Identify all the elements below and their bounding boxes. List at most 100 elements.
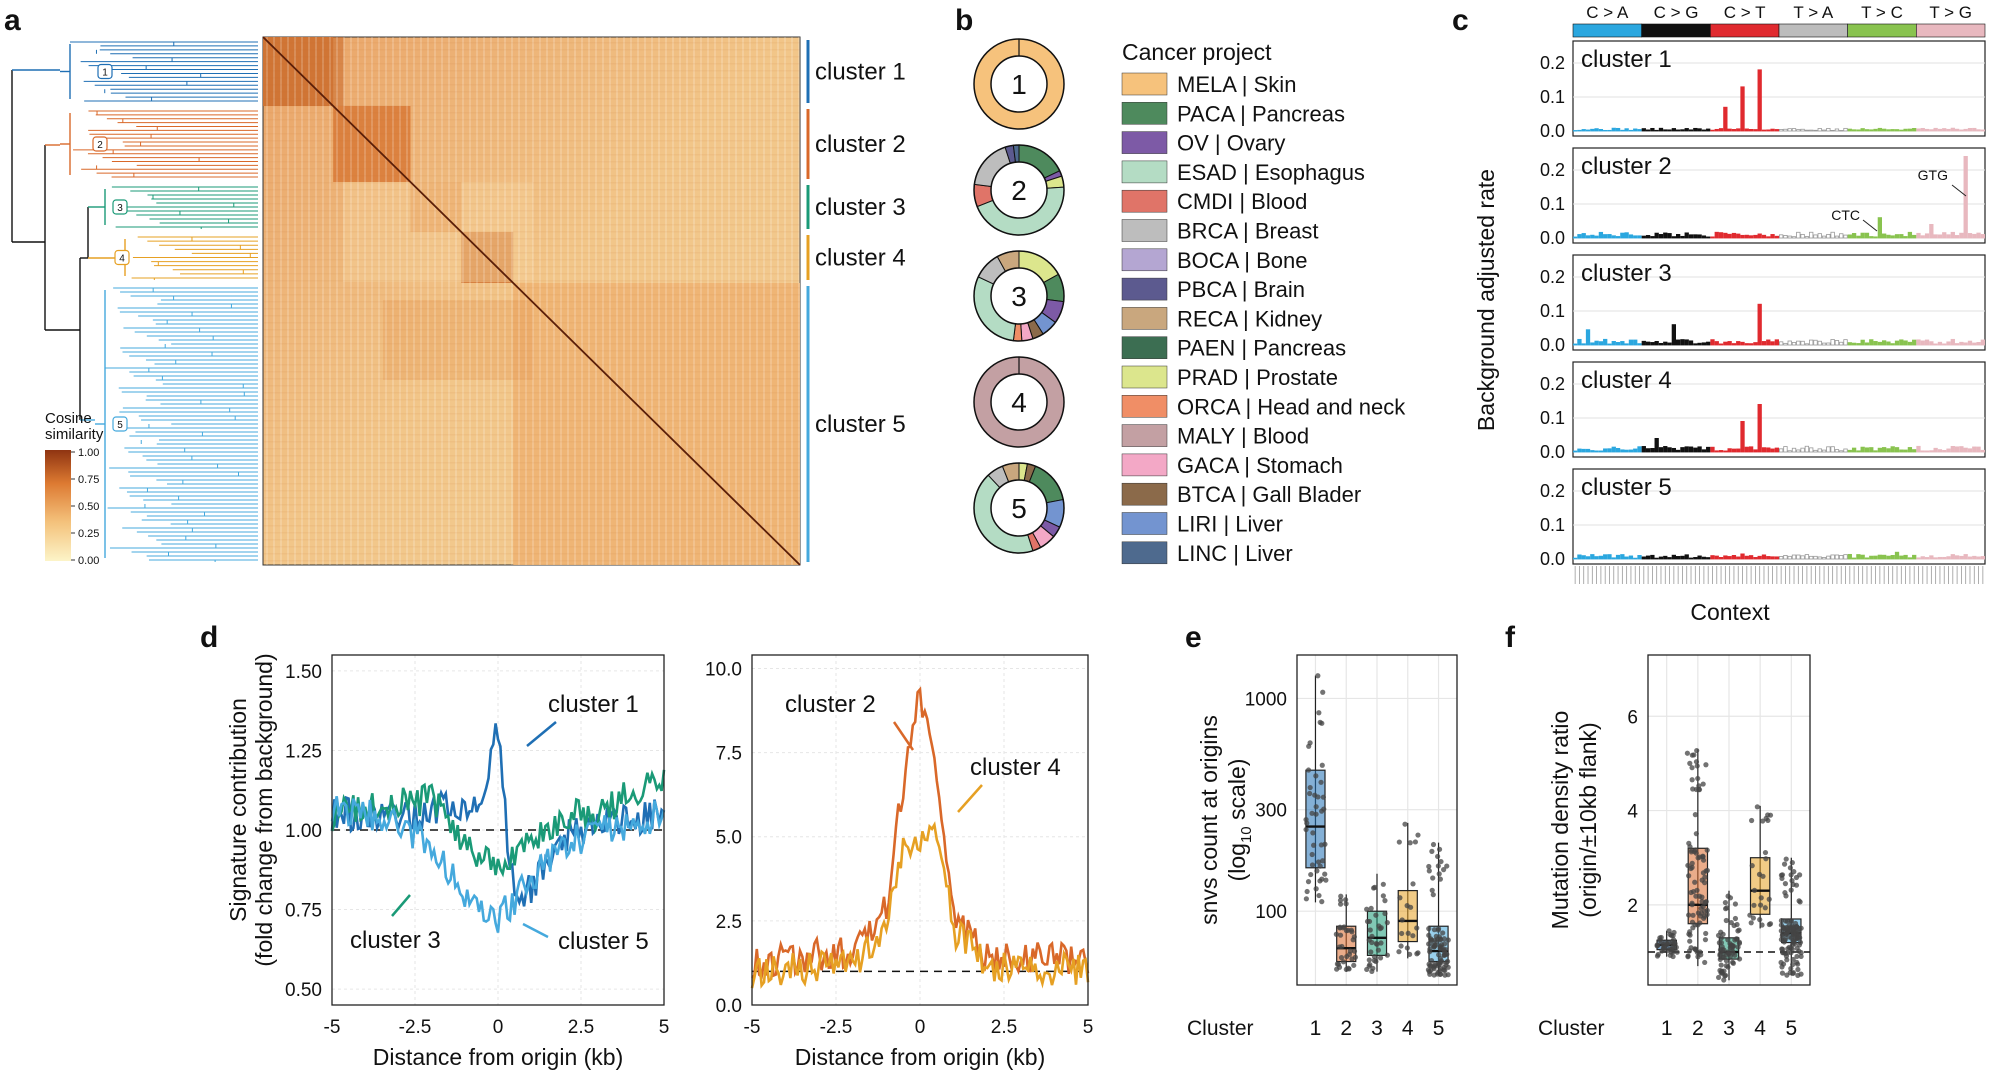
jitter-point (1309, 810, 1315, 816)
c-bar (1770, 341, 1775, 346)
donut-label-5: 5 (1011, 493, 1027, 524)
plot-frame (331, 654, 665, 1006)
c-bar (1701, 342, 1707, 346)
c-bar (1723, 106, 1728, 132)
jitter-point (1313, 811, 1319, 817)
jitter-point (1784, 957, 1790, 963)
c-bar (1839, 341, 1844, 346)
c-bar (1912, 234, 1917, 239)
jitter-point (1693, 850, 1699, 856)
legend-swatch (1121, 102, 1168, 125)
c-bar (1933, 127, 1938, 132)
series-label-cluster-3: cluster 3 (350, 927, 441, 954)
jitter-point (1690, 925, 1696, 931)
c-bar (1826, 233, 1831, 239)
c-bar (1671, 128, 1676, 132)
jitter-point (1766, 921, 1772, 928)
c-bar (1731, 232, 1737, 239)
c-bar (1654, 437, 1659, 453)
legend-item-label: OV | Ovary (1177, 131, 1285, 156)
c-bar (1633, 128, 1638, 132)
c-bar (1783, 446, 1788, 453)
c-bar (1714, 128, 1719, 132)
jitter-point (1788, 965, 1794, 972)
jitter-point (1790, 927, 1797, 933)
c-bar (1590, 450, 1595, 453)
jitter-point (1349, 956, 1355, 962)
c-bar (1894, 551, 1900, 560)
jitter-point (1778, 936, 1784, 943)
xtick-label: 5 (659, 1017, 670, 1038)
c-bar (1637, 129, 1642, 132)
c-bar (1748, 128, 1754, 132)
jitter-point (1765, 812, 1771, 818)
jitter-point (1718, 935, 1724, 941)
jitter-point (1374, 941, 1380, 947)
c-bar (1731, 343, 1737, 346)
jitter-point (1382, 898, 1388, 904)
c-bar (1851, 129, 1857, 132)
xtick-label: -2.5 (820, 1017, 853, 1038)
c-bar (1628, 129, 1634, 132)
c-bar (1637, 446, 1642, 453)
c-bar (1744, 234, 1749, 239)
c-bar (1869, 447, 1874, 453)
c-bar (1740, 553, 1745, 560)
jitter-point (1725, 893, 1731, 899)
c-bar (1907, 447, 1913, 453)
jitter-point (1700, 781, 1706, 787)
panel-label-e: e (1185, 621, 1202, 654)
d-ylabel-line2: (fold change from background) (251, 653, 277, 966)
jitter-point (1380, 881, 1386, 887)
legend-item-label: PBCA | Brain (1177, 277, 1305, 302)
jitter-point (1307, 790, 1313, 797)
c-bar (1663, 341, 1668, 346)
jitter-point (1697, 920, 1703, 926)
legend-swatch (1121, 277, 1168, 301)
c-ytick: 0.0 (1540, 228, 1565, 248)
c-bar (1976, 342, 1981, 346)
c-bar (1671, 554, 1676, 560)
jitter-point (1695, 954, 1701, 960)
c-bar (1641, 235, 1646, 239)
c-bar (1877, 341, 1882, 346)
c-bar (1718, 128, 1724, 132)
c-bar (1615, 447, 1621, 453)
c-bar (1603, 129, 1608, 132)
jitter-point (1427, 971, 1433, 977)
mutation-type-bar (1847, 23, 1917, 38)
jitter-point (1441, 936, 1447, 942)
mutation-type-label: C > A (1586, 3, 1629, 22)
cluster-label-1: cluster 1 (815, 59, 906, 86)
mutation-type-bar (1778, 23, 1848, 38)
c-bar (1963, 342, 1968, 346)
c-bar (1740, 86, 1745, 132)
c-bar (1843, 339, 1848, 346)
c-bar (1882, 447, 1887, 453)
jitter-point (1718, 929, 1724, 935)
ytick-label: 1.50 (285, 662, 322, 683)
jitter-point (1662, 944, 1668, 951)
c-bar (1813, 129, 1818, 132)
c-bar (1611, 127, 1616, 132)
c-bar (1761, 234, 1767, 239)
c-bar (1894, 234, 1900, 239)
c-bar (1937, 234, 1943, 239)
c-bar (1658, 234, 1664, 239)
panel-b: 1 2 3 4 5 Cancer project MELA | Skin PACA | P… (973, 38, 1406, 566)
c-bar (1942, 128, 1947, 132)
c-bar (1761, 129, 1767, 132)
c-bar (1688, 446, 1694, 453)
c-bar (1924, 450, 1930, 453)
c-bar (1942, 343, 1947, 346)
c-bar (1864, 232, 1870, 239)
c-bar (1594, 340, 1599, 346)
c-bar (1697, 555, 1702, 560)
category-label: 4 (1402, 1017, 1414, 1040)
c-bar (1821, 129, 1827, 132)
jitter-point (1789, 860, 1795, 866)
c-bar (1813, 555, 1818, 560)
c-bar (1894, 340, 1900, 346)
c-bar (1706, 236, 1711, 239)
jitter-point (1693, 893, 1699, 899)
